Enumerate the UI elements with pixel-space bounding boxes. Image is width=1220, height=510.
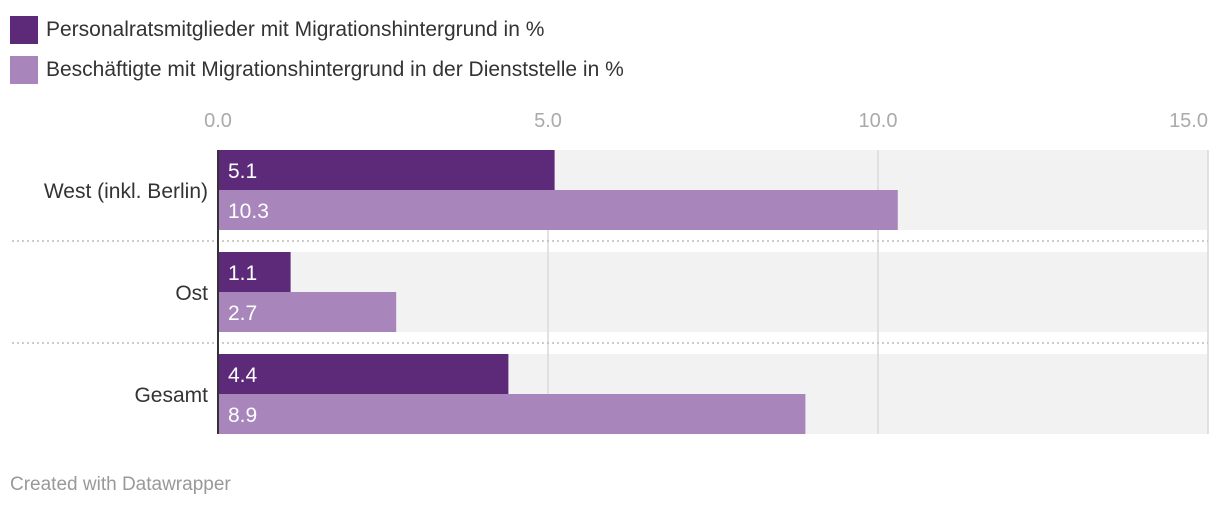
bar-value-label: 8.9	[228, 404, 257, 427]
legend-item-beschaeftigte: Beschäftigte mit Migrationshintergrund i…	[10, 50, 624, 90]
legend-label-personalrat: Personalratsmitglieder mit Migrationshin…	[46, 18, 545, 41]
x-tick-label-5: 5.0	[534, 110, 562, 132]
x-tick-label-0: 0.0	[204, 110, 232, 132]
bar-value-label: 5.1	[228, 160, 257, 183]
legend-swatch-personalrat	[10, 16, 38, 44]
category-label-ost: Ost	[175, 282, 208, 305]
bar-ost-series-2	[218, 292, 397, 332]
legend-swatch-beschaeftigte	[10, 56, 38, 84]
bar-value-label: 10.3	[228, 200, 269, 223]
bar-value-label: 2.7	[228, 302, 257, 325]
x-tick-label-15: 15.0	[1169, 110, 1208, 132]
footer-credit: Created with Datawrapper	[10, 474, 231, 495]
bar-value-label: 1.1	[228, 262, 257, 285]
bar-ost-series-1	[218, 252, 291, 292]
legend-label-beschaeftigte: Beschäftigte mit Migrationshintergrund i…	[46, 58, 624, 81]
x-tick-label-10: 10.0	[859, 110, 898, 132]
bar-value-label: 4.4	[228, 364, 258, 387]
bar-chart: 0.0 5.0 10.0 15.0 5.1 10.3 West (inkl. Berlin)…	[12, 110, 1209, 434]
bar-west-inkl-berlin-series-1	[218, 150, 555, 190]
legend: Personalratsmitglieder mit Migrationshin…	[10, 10, 624, 90]
category-label-west-inkl-berlin: West (inkl. Berlin)	[44, 180, 208, 203]
legend-item-personalrat: Personalratsmitglieder mit Migrationshin…	[10, 10, 624, 50]
category-label-gesamt: Gesamt	[134, 384, 208, 407]
bar-gesamt-series-2	[218, 394, 806, 434]
bar-gesamt-series-1	[218, 354, 509, 394]
bar-west-inkl-berlin-series-2	[218, 190, 898, 230]
